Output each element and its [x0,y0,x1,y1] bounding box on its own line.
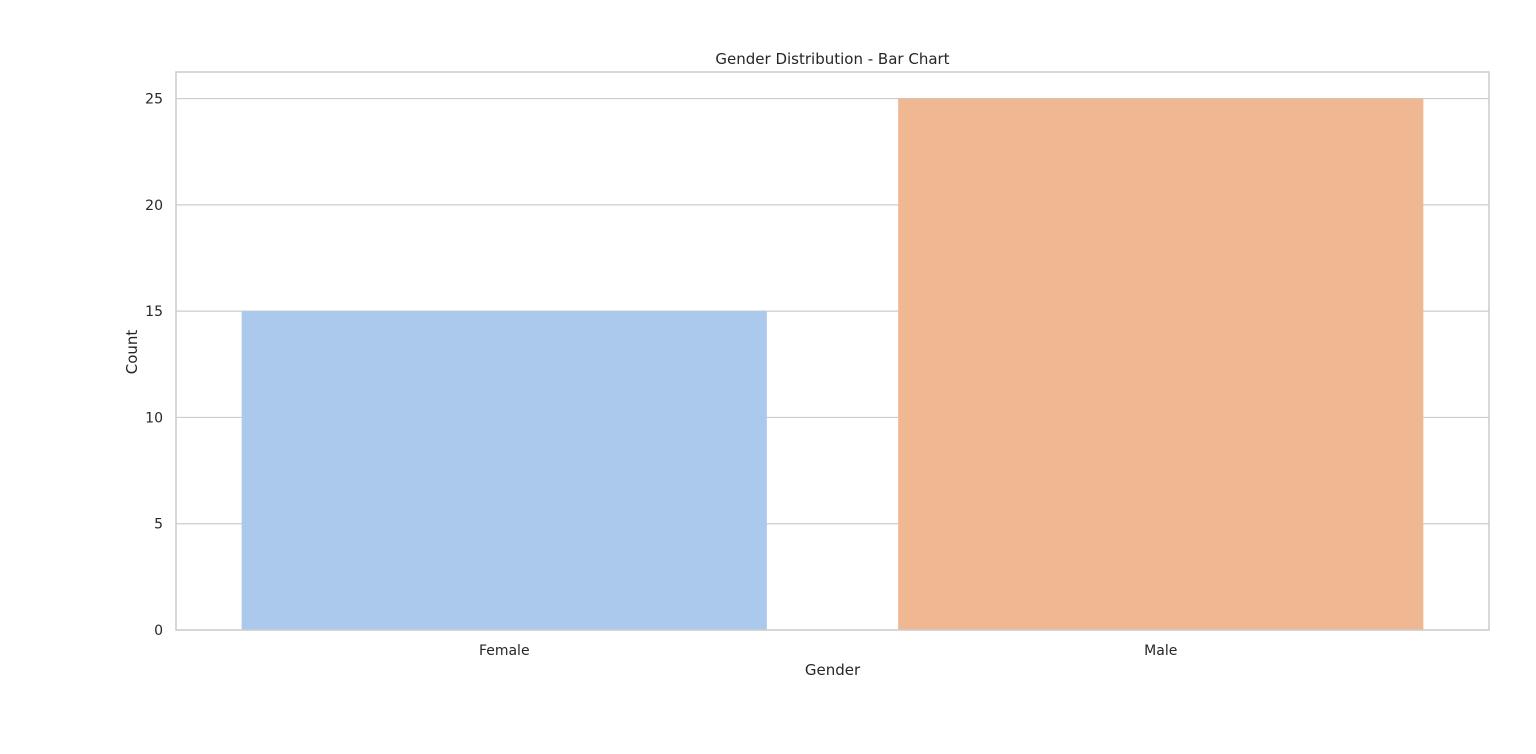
y-tick-label: 15 [145,304,163,320]
y-tick-label: 0 [154,623,163,639]
bars [241,98,1424,631]
chart-title: Gender Distribution - Bar Chart [715,50,949,68]
y-tick-labels: 0 5 10 15 20 25 [145,92,163,639]
y-axis-title: Count [123,330,141,375]
bar-male [898,98,1424,631]
bar-female [241,311,767,630]
x-tick-labels: Female Male [479,643,1177,659]
y-tick-label: 25 [145,92,163,108]
y-tick-label: 5 [154,517,163,533]
y-tick-label: 20 [145,198,163,214]
plot-frame [175,71,1490,631]
x-tick-label: Male [1144,643,1177,659]
x-tick-label: Female [479,643,530,659]
x-axis-title: Gender [805,661,861,679]
y-tick-label: 10 [145,410,163,426]
